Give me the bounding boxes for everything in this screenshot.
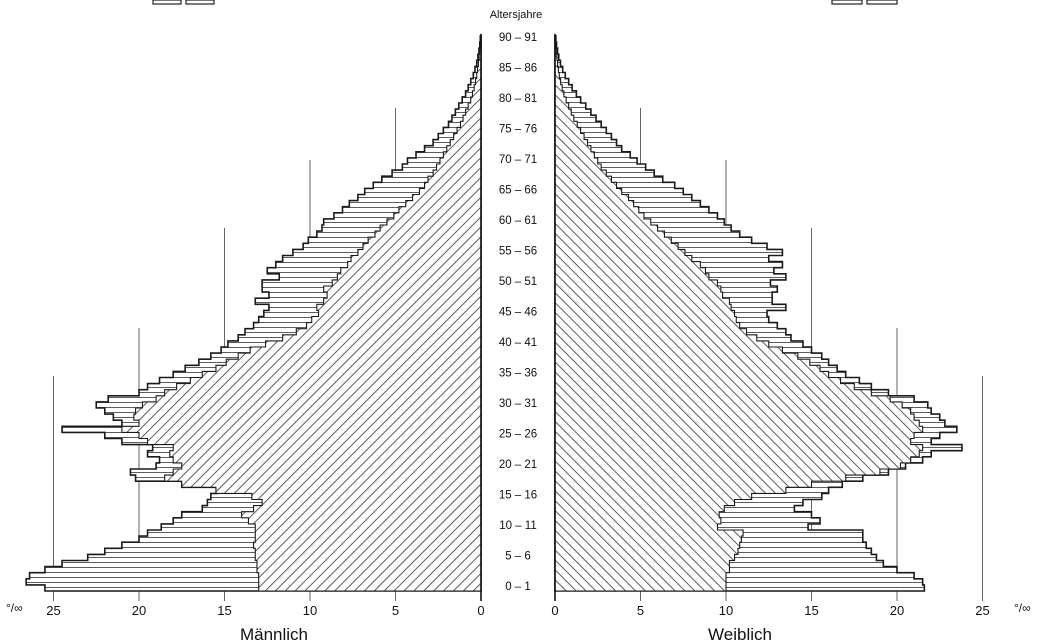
age-label: 5 – 6 — [505, 551, 531, 563]
legend-swatch-inner — [185, 0, 215, 5]
x-tick-left: 20 — [132, 603, 146, 618]
age-label: 80 – 81 — [499, 93, 537, 105]
x-tick-left: 5 — [392, 603, 399, 618]
age-label: 0 – 1 — [505, 581, 531, 593]
male-inner-profile — [121, 35, 482, 592]
age-label: 10 – 11 — [499, 520, 537, 532]
chart-title: Altersjahre — [490, 9, 543, 21]
unit-symbol-left: °/∞ — [6, 601, 23, 615]
male-side-label: Männlich — [240, 625, 308, 644]
x-tick-right: 10 — [719, 603, 733, 618]
male-bars — [25, 35, 482, 592]
unit-symbol-right: °/∞ — [1014, 601, 1031, 615]
legend-swatch-inner — [866, 0, 898, 5]
female-side-label: Weiblich — [708, 625, 772, 644]
x-axis-ticks: 0 0 5 5 10 10 15 15 20 20 25 25 — [46, 603, 989, 618]
x-tick-left: 10 — [303, 603, 317, 618]
legend-swatch-outer — [831, 0, 863, 5]
legend-fragment-right — [831, 0, 898, 5]
age-label: 70 – 71 — [499, 154, 537, 166]
axes — [480, 33, 556, 601]
x-tick-left: 15 — [217, 603, 231, 618]
age-label: 40 – 41 — [499, 337, 537, 349]
x-tick-right: 15 — [804, 603, 818, 618]
legend-fragment-left — [152, 0, 215, 5]
x-tick-right: 25 — [975, 603, 989, 618]
age-label: 55 – 56 — [499, 246, 537, 258]
age-labels: 0 – 1 5 – 6 10 – 11 15 – 16 20 – 21 25 – 26 30… — [499, 32, 537, 593]
x-tick-right: 0 — [551, 603, 558, 618]
x-tick-right: 20 — [890, 603, 904, 618]
age-label: 75 – 76 — [499, 124, 537, 136]
age-label: 65 – 66 — [499, 185, 537, 197]
age-label: 45 – 46 — [499, 307, 537, 319]
age-label: 15 – 16 — [499, 490, 537, 502]
age-label: 85 – 86 — [499, 63, 537, 75]
x-tick-right: 5 — [637, 603, 644, 618]
age-label: 50 – 51 — [499, 276, 537, 288]
x-tick-left: 0 — [477, 603, 484, 618]
age-label: 25 – 26 — [499, 429, 537, 441]
x-tick-left: 25 — [46, 603, 60, 618]
age-label: 90 – 91 — [499, 32, 537, 44]
legend-swatch-outer — [152, 0, 182, 5]
female-inner-profile — [554, 35, 924, 592]
age-label: 35 – 36 — [499, 368, 537, 380]
age-label: 60 – 61 — [499, 215, 537, 227]
female-bars — [554, 35, 963, 592]
age-label: 20 – 21 — [499, 459, 537, 471]
age-label: 30 – 31 — [499, 398, 537, 410]
